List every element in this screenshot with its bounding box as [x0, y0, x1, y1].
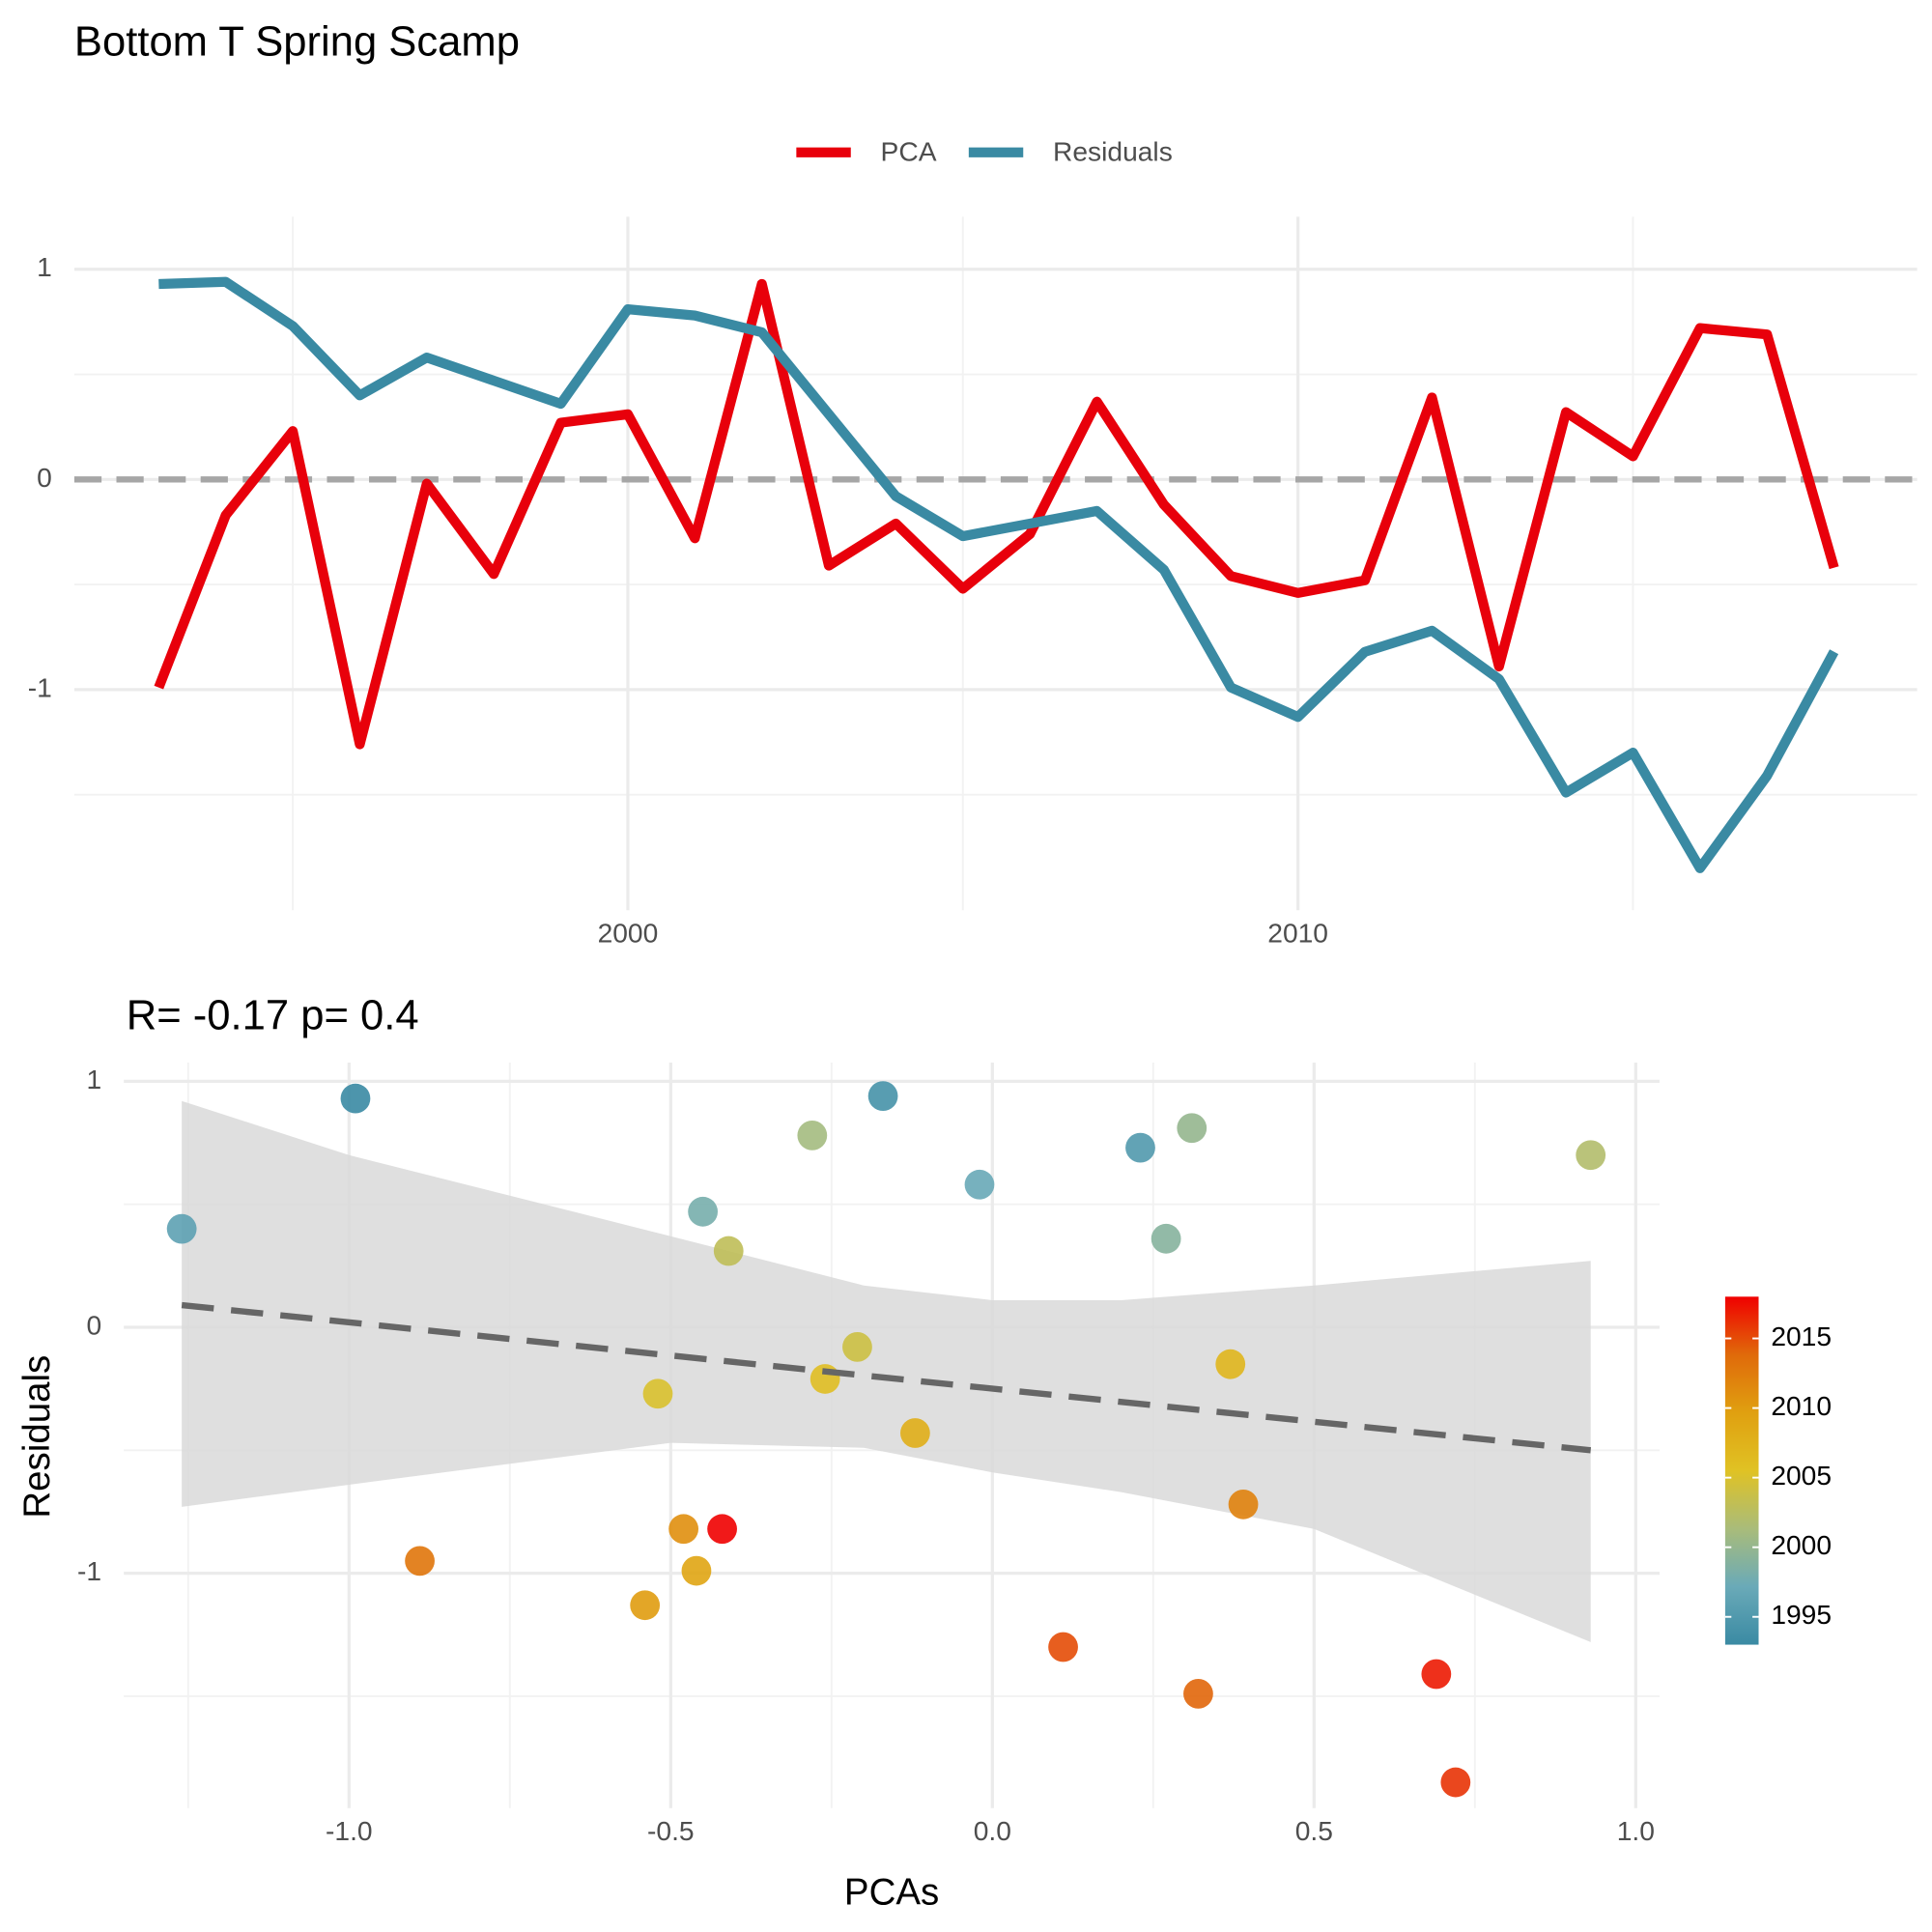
y-tick-label: 1 — [86, 1064, 101, 1094]
colorbar-label: 2000 — [1771, 1529, 1832, 1560]
y-tick-label: -1 — [77, 1555, 101, 1586]
colorbar-label: 2010 — [1771, 1390, 1832, 1421]
x-tick-label: 2000 — [598, 917, 659, 948]
x-tick-label: 2010 — [1267, 917, 1328, 948]
scatter-point — [1576, 1140, 1606, 1171]
x-tick-label: 0.0 — [974, 1815, 1011, 1846]
scatter-point — [713, 1236, 744, 1266]
y-tick-label: -1 — [28, 671, 52, 702]
scatter-point — [630, 1590, 661, 1621]
confidence-band — [182, 1100, 1591, 1642]
legend-label: Residuals — [1053, 135, 1173, 166]
scatter-point — [707, 1514, 737, 1545]
x-axis-label: PCAs — [844, 1872, 939, 1914]
y-tick-label: 1 — [37, 251, 52, 282]
x-tick-label: -0.5 — [647, 1815, 695, 1846]
scatter-point — [964, 1169, 995, 1200]
scatter-point — [340, 1083, 371, 1114]
data-line — [154, 278, 1839, 750]
scatter-point — [642, 1378, 673, 1409]
scatter-point — [1215, 1349, 1246, 1379]
colorbar-label: 1995 — [1771, 1599, 1832, 1630]
colorbar — [1724, 1296, 1759, 1645]
scatter-point — [668, 1514, 699, 1545]
legend-label: PCA — [881, 135, 937, 166]
scatter-point — [1048, 1632, 1078, 1662]
x-tick-label: 0.5 — [1295, 1815, 1333, 1846]
scatter-point — [681, 1555, 712, 1586]
scatter-point — [166, 1213, 197, 1244]
colorbar-label: 2005 — [1771, 1460, 1832, 1491]
scatter-point — [1125, 1132, 1155, 1163]
scatter-point — [797, 1120, 828, 1151]
scatter-point — [842, 1331, 872, 1362]
scatter-point — [688, 1196, 718, 1227]
chart-title: Bottom T Spring Scamp — [74, 19, 520, 66]
x-tick-label: 1.0 — [1617, 1815, 1655, 1846]
colorbar-label: 2015 — [1771, 1321, 1832, 1351]
y-axis-label: Residuals — [16, 1355, 58, 1519]
scatter-point — [1177, 1113, 1208, 1144]
scatter-point — [1183, 1679, 1213, 1709]
scatter-point — [900, 1418, 930, 1448]
scatter-point — [1151, 1223, 1181, 1254]
x-tick-label: -1.0 — [326, 1815, 373, 1846]
y-tick-label: 0 — [37, 462, 52, 493]
chart-subtitle: R= -0.17 p= 0.4 — [127, 992, 419, 1038]
scatter-point — [1228, 1489, 1259, 1520]
scatter-point — [405, 1546, 435, 1577]
fit-line — [181, 1301, 1592, 1454]
data-line — [158, 276, 1839, 873]
scatter-point — [1440, 1767, 1471, 1798]
y-tick-label: 0 — [86, 1309, 101, 1340]
scatter-point — [1421, 1659, 1452, 1690]
scatter-point — [867, 1081, 898, 1112]
